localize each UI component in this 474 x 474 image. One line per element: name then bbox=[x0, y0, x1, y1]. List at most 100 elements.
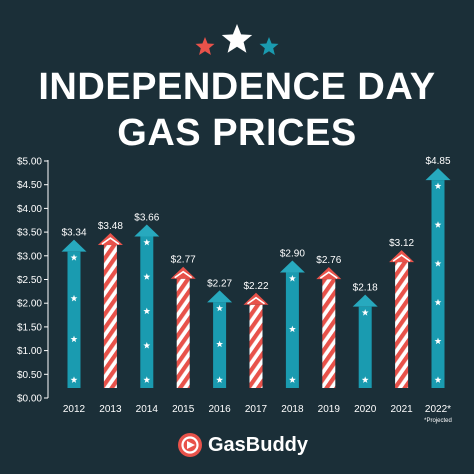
y-tick-label: $3.00 bbox=[17, 251, 42, 262]
bar-shaft bbox=[431, 180, 445, 388]
y-tick-label: $3.50 bbox=[17, 228, 42, 239]
bar-2015: $2.77 bbox=[171, 255, 196, 388]
projected-note: *Projected bbox=[424, 418, 452, 424]
x-category-label: 2017 bbox=[245, 404, 268, 415]
bar-arrowhead bbox=[425, 168, 451, 181]
y-tick-label: $5.00 bbox=[17, 157, 42, 168]
y-tick-label: $1.00 bbox=[17, 346, 42, 357]
bar-star-icon bbox=[434, 298, 442, 306]
bar-arrowhead-stripe bbox=[174, 270, 193, 279]
bar-arrowhead bbox=[279, 260, 305, 273]
bar-2013: $3.48 bbox=[98, 221, 123, 388]
x-category-label: 2019 bbox=[318, 404, 341, 415]
x-category-label: 2012 bbox=[63, 404, 86, 415]
bar-2012: $3.34 bbox=[61, 228, 87, 388]
bar-arrowhead bbox=[61, 239, 87, 252]
y-tick-label: $2.50 bbox=[17, 275, 42, 286]
bar-arrowhead-stripe bbox=[392, 254, 411, 262]
bar-2014: $3.66 bbox=[134, 213, 160, 388]
bar-arrowhead bbox=[352, 294, 378, 307]
bar-value-label: $3.34 bbox=[61, 228, 86, 239]
y-tick-label: $4.50 bbox=[17, 180, 42, 191]
bar-shaft bbox=[322, 279, 336, 388]
bar-value-label: $3.12 bbox=[389, 238, 414, 249]
x-category-label: 2022* bbox=[425, 404, 451, 415]
bar-arrowhead-stripe bbox=[247, 296, 265, 305]
bar-2020: $2.18 bbox=[353, 283, 378, 388]
y-tick-label: $1.50 bbox=[17, 322, 42, 333]
bar-shaft bbox=[103, 245, 117, 388]
bar-value-label: $2.27 bbox=[207, 278, 232, 289]
bar-value-label: $2.22 bbox=[243, 281, 268, 292]
x-category-label: 2014 bbox=[136, 404, 159, 415]
bar-star-icon bbox=[70, 254, 78, 261]
bar-shaft bbox=[358, 306, 372, 388]
bar-star-icon bbox=[143, 307, 151, 315]
bar-star-icon bbox=[143, 273, 151, 280]
bar-star-icon bbox=[361, 309, 369, 316]
bar-value-label: $3.48 bbox=[98, 221, 123, 232]
bar-shaft bbox=[176, 278, 190, 388]
bar-star-icon bbox=[70, 335, 78, 343]
bar-star-icon bbox=[434, 260, 442, 267]
red-star-icon bbox=[195, 37, 215, 55]
x-category-label: 2018 bbox=[281, 404, 304, 415]
bar-shaft bbox=[67, 251, 81, 388]
bar-2019: $2.76 bbox=[316, 255, 342, 388]
bar-star-icon bbox=[361, 376, 369, 383]
y-tick-label: $4.00 bbox=[17, 204, 42, 215]
bar-star-icon bbox=[143, 238, 151, 246]
bar-2021: $3.12 bbox=[389, 238, 415, 388]
bar-star-icon bbox=[70, 294, 78, 302]
y-tick-label: $2.00 bbox=[17, 299, 42, 310]
x-category-label: 2015 bbox=[172, 404, 195, 415]
bar-star-icon bbox=[70, 376, 78, 383]
bar-2016: $2.27 bbox=[207, 278, 233, 388]
x-axis-labels: 2012 2013 2014 2015 2016 2017 2018 2019 2020 2021… bbox=[63, 404, 451, 415]
bar-2017: $2.22 bbox=[243, 281, 269, 388]
bar-shaft bbox=[249, 304, 263, 388]
bar-2022*: $4.85 bbox=[425, 156, 451, 388]
bar-star-icon bbox=[143, 342, 151, 349]
bar-value-label: $2.90 bbox=[280, 249, 305, 260]
header-stars bbox=[195, 24, 279, 55]
title-line-2: GAS PRICES bbox=[117, 112, 357, 154]
bar-value-label: $2.18 bbox=[353, 283, 378, 294]
brand-name: GasBuddy bbox=[208, 433, 309, 456]
bars: $3.34 $3.48 $3.66 $2.77 $2.27 $2.22 $2.90 $2.76… bbox=[61, 156, 451, 388]
y-tick-label: $0.00 bbox=[17, 394, 42, 405]
title-line-1: INDEPENDENCE DAY bbox=[38, 66, 436, 108]
bar-star-icon bbox=[434, 376, 442, 383]
bar-star-icon bbox=[434, 182, 442, 190]
bar-star-icon bbox=[288, 274, 296, 282]
bar-star-icon bbox=[288, 376, 296, 383]
gasbuddy-logo: GasBuddy bbox=[178, 432, 308, 458]
bar-star-icon bbox=[216, 340, 224, 348]
bar-shaft bbox=[395, 262, 409, 388]
x-category-label: 2020 bbox=[354, 404, 377, 415]
teal-star-icon bbox=[259, 37, 279, 55]
bar-value-label: $3.66 bbox=[134, 213, 159, 224]
gasbuddy-logo-icon bbox=[178, 433, 202, 457]
bar-star-icon bbox=[434, 221, 442, 228]
x-category-label: 2021 bbox=[390, 404, 413, 415]
bar-value-label: $2.76 bbox=[316, 255, 341, 266]
bar-star-icon bbox=[434, 337, 442, 345]
white-star-icon bbox=[221, 24, 253, 53]
bar-arrowhead bbox=[134, 224, 160, 237]
bar-star-icon bbox=[216, 376, 224, 383]
y-axis-ticks: $0.00 $0.50 $1.00 $1.50 $2.00 $2.50 $3.00 $3.50… bbox=[17, 157, 48, 405]
bar-2018: $2.90 bbox=[280, 249, 305, 388]
bar-star-icon bbox=[288, 325, 296, 333]
bar-arrowhead bbox=[207, 290, 233, 303]
x-category-label: 2016 bbox=[208, 404, 231, 415]
bar-star-icon bbox=[216, 304, 224, 312]
bar-value-label: $4.85 bbox=[425, 156, 450, 167]
bar-star-icon bbox=[143, 376, 151, 383]
bar-arrowhead-stripe bbox=[101, 237, 120, 245]
bar-arrowhead-stripe bbox=[319, 271, 338, 279]
y-tick-label: $0.50 bbox=[17, 370, 42, 381]
bar-value-label: $2.77 bbox=[171, 255, 196, 266]
x-category-label: 2013 bbox=[99, 404, 122, 415]
